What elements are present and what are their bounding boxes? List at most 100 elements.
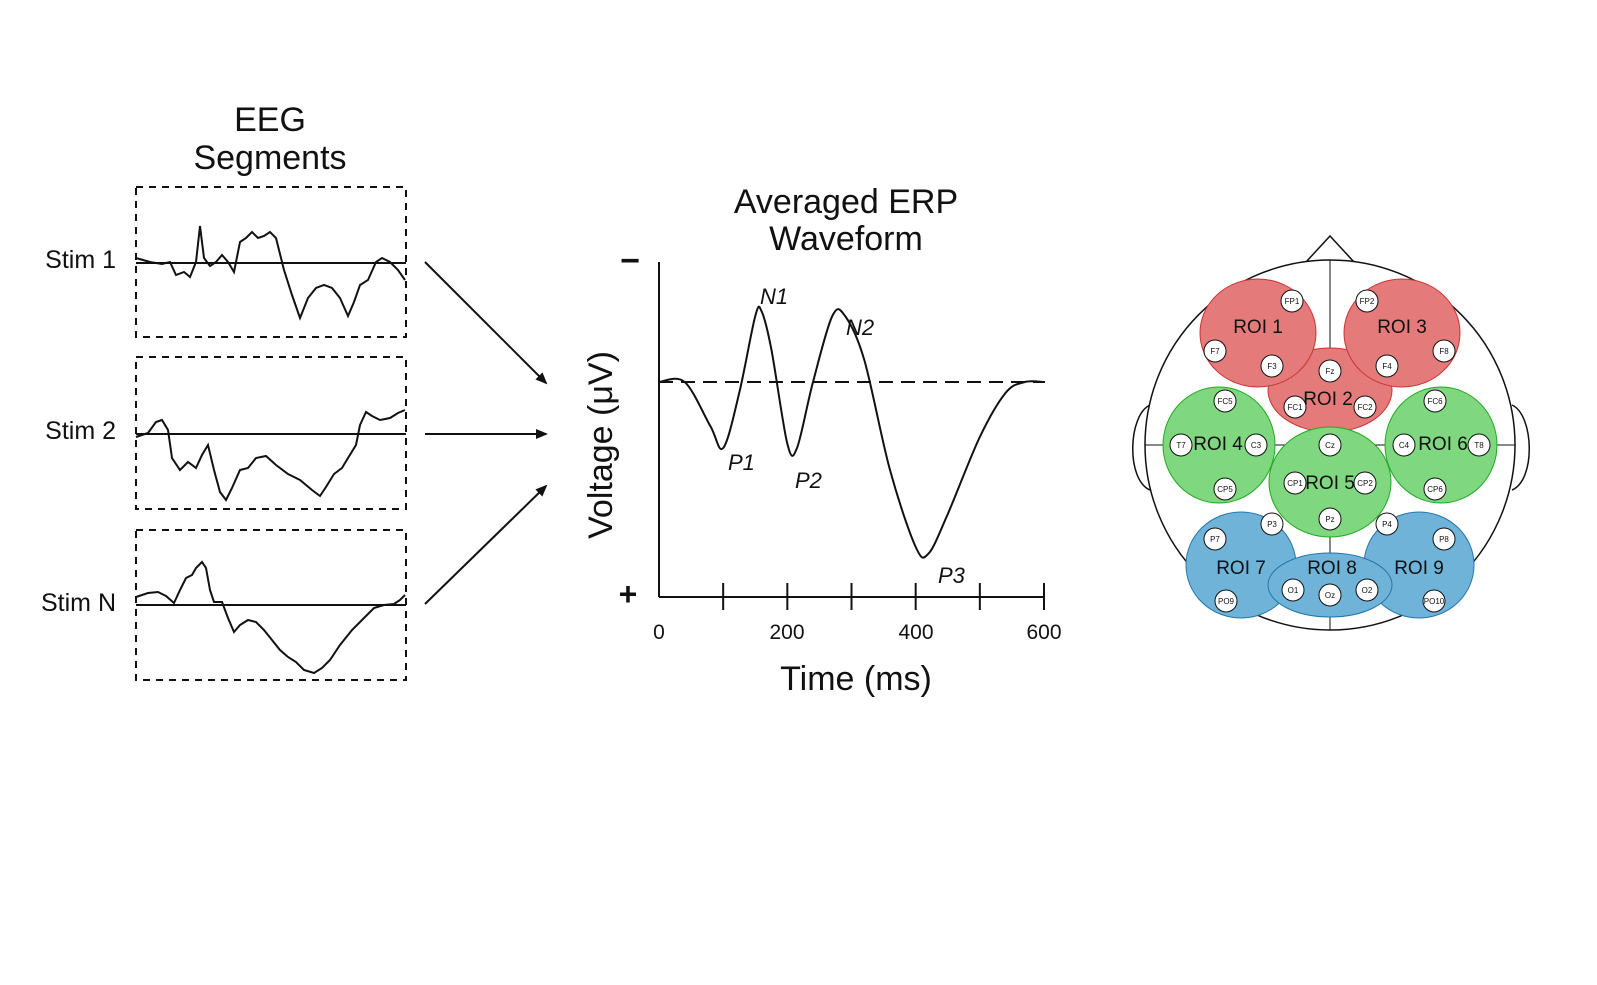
roi-4-region	[1162, 386, 1276, 504]
component-label-n1: N1	[760, 284, 788, 309]
svg-text:FP2: FP2	[1360, 297, 1375, 306]
eeg-segments-panel: EEG Segments Stim 1 Stim 2 Stim N	[41, 101, 407, 681]
arrow-stim-n	[424, 484, 548, 605]
x-tick-label-400: 400	[898, 621, 933, 644]
svg-text:PO9: PO9	[1218, 597, 1235, 606]
svg-text:T7: T7	[1176, 441, 1186, 450]
svg-text:Oz: Oz	[1325, 591, 1335, 600]
nose	[1305, 234, 1355, 263]
x-tick-label-0: 0	[653, 621, 665, 644]
svg-text:Fz: Fz	[1326, 367, 1335, 376]
electrode-po10: PO10	[1422, 589, 1446, 613]
eeg-title-line1: EEG	[234, 101, 306, 139]
positive-polarity-sign: +	[619, 576, 638, 612]
electrode-o2: O2	[1355, 578, 1379, 602]
electrode-fz: Fz	[1318, 359, 1342, 383]
svg-text:C4: C4	[1399, 441, 1410, 450]
eeg-trace-2	[135, 409, 406, 502]
x-tick-label-600: 600	[1026, 621, 1061, 644]
roi-label-5: ROI 5	[1305, 473, 1355, 494]
svg-text:CP2: CP2	[1357, 479, 1373, 488]
erp-waveform-line	[658, 305, 1045, 559]
electrode-o1: O1	[1281, 578, 1305, 602]
roi-5-region	[1268, 426, 1392, 538]
svg-text:T8: T8	[1474, 441, 1484, 450]
erp-title-line2: Waveform	[769, 220, 923, 258]
svg-text:FC6: FC6	[1427, 397, 1443, 406]
erp-chart: Averaged ERP Waveform − + 0 200 400 600 …	[582, 183, 1062, 698]
svg-text:C3: C3	[1251, 441, 1262, 450]
svg-text:P3: P3	[1267, 520, 1277, 529]
electrode-fc2: FC2	[1353, 395, 1377, 419]
right-ear	[1511, 404, 1530, 491]
electrode-cp5: CP5	[1213, 477, 1237, 501]
roi-label-3: ROI 3	[1377, 317, 1427, 338]
electrode-p8: P8	[1432, 527, 1456, 551]
electrode-t8: T8	[1467, 433, 1491, 457]
roi-label-1: ROI 1	[1233, 317, 1283, 338]
electrode-cp6: CP6	[1423, 477, 1447, 501]
svg-text:O2: O2	[1362, 586, 1373, 595]
erp-title-line1: Averaged ERP	[734, 183, 958, 221]
electrode-roi-map: ROI 1 ROI 2 ROI 3 ROI 4 ROI 5 ROI 6 ROI …	[1132, 234, 1530, 631]
svg-text:P8: P8	[1439, 535, 1449, 544]
svg-text:O1: O1	[1288, 586, 1299, 595]
svg-text:CP5: CP5	[1217, 485, 1233, 494]
roi-label-7: ROI 7	[1216, 558, 1266, 579]
svg-text:Cz: Cz	[1325, 441, 1335, 450]
electrode-oz: Oz	[1318, 583, 1342, 607]
roi-label-9: ROI 9	[1394, 558, 1444, 579]
electrode-fp2: FP2	[1355, 289, 1379, 313]
eeg-trace-n	[135, 560, 406, 675]
svg-text:FP1: FP1	[1285, 297, 1300, 306]
electrode-fc5: FC5	[1213, 389, 1237, 413]
electrode-cp1: CP1	[1283, 471, 1307, 495]
electrode-po9: PO9	[1214, 589, 1238, 613]
svg-text:F7: F7	[1210, 347, 1220, 356]
electrode-fp1: FP1	[1280, 289, 1304, 313]
svg-text:CP6: CP6	[1427, 485, 1443, 494]
svg-text:FC1: FC1	[1287, 403, 1303, 412]
component-label-p1: P1	[728, 450, 755, 475]
svg-text:FC5: FC5	[1217, 397, 1233, 406]
x-axis-label: Time (ms)	[780, 660, 932, 698]
svg-text:F3: F3	[1267, 362, 1277, 371]
electrode-fc6: FC6	[1423, 389, 1447, 413]
electrode-fc1: FC1	[1283, 395, 1307, 419]
electrode-p4: P4	[1375, 512, 1399, 536]
component-label-p2: P2	[795, 468, 822, 493]
electrode-cp2: CP2	[1353, 471, 1377, 495]
electrode-cz: Cz	[1318, 433, 1342, 457]
y-axis-label: Voltage (μV)	[582, 351, 620, 539]
electrode-f4: F4	[1375, 354, 1399, 378]
x-tick-label-200: 200	[769, 621, 804, 644]
electrode-p7: P7	[1203, 527, 1227, 551]
eeg-title-line2: Segments	[193, 139, 346, 177]
electrode-f8: F8	[1432, 339, 1456, 363]
electrode-f3: F3	[1260, 354, 1284, 378]
svg-text:P7: P7	[1210, 535, 1220, 544]
stim-label-1: Stim 1	[45, 246, 116, 274]
stim-label-2: Stim 2	[45, 417, 116, 445]
roi-label-8: ROI 8	[1307, 558, 1357, 579]
averaging-arrows	[424, 261, 548, 605]
svg-text:FC2: FC2	[1357, 403, 1373, 412]
electrode-pz: Pz	[1318, 507, 1342, 531]
svg-text:F8: F8	[1439, 347, 1449, 356]
electrode-f7: F7	[1203, 339, 1227, 363]
electrode-t7: T7	[1169, 433, 1193, 457]
eeg-trace-1	[135, 225, 406, 321]
svg-text:Pz: Pz	[1325, 515, 1334, 524]
stim-label-n: Stim N	[41, 589, 116, 617]
roi-label-4: ROI 4	[1193, 434, 1243, 455]
electrode-c4: C4	[1392, 433, 1416, 457]
svg-text:CP1: CP1	[1287, 479, 1303, 488]
electrode-p3: P3	[1260, 512, 1284, 536]
electrode-c3: C3	[1244, 433, 1268, 457]
roi-label-2: ROI 2	[1303, 389, 1353, 410]
svg-text:PO10: PO10	[1424, 597, 1445, 606]
component-label-p3: P3	[938, 563, 966, 588]
svg-text:P4: P4	[1382, 520, 1392, 529]
arrow-stim-1	[424, 261, 548, 385]
